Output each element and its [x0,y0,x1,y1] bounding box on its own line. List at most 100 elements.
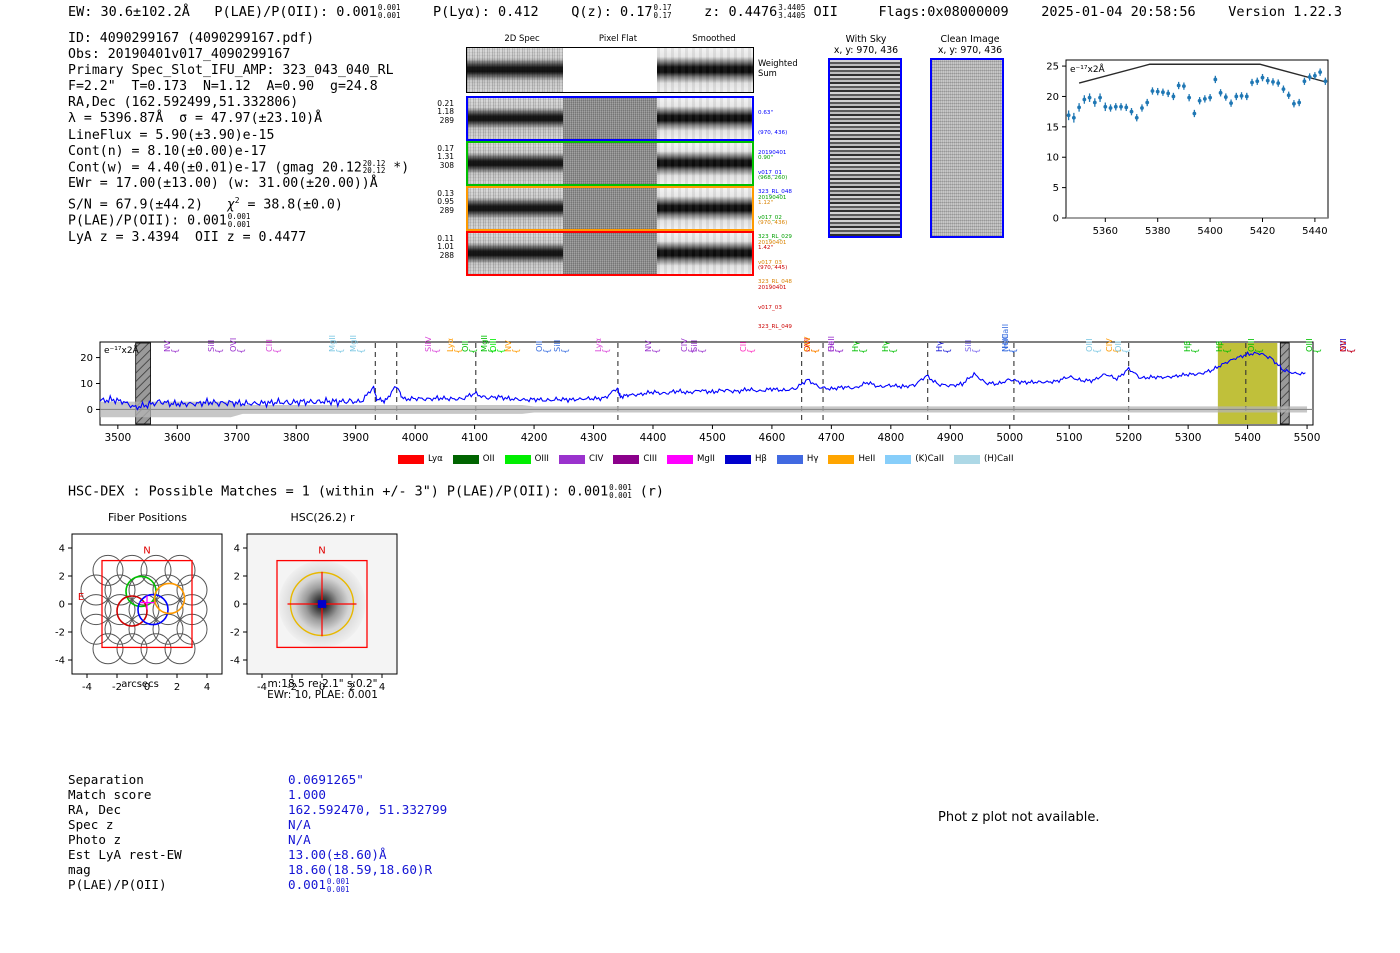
plae-label: P(LAE)/P(OII): [214,4,329,20]
row-key-mag: mag [68,862,91,877]
qz-label: Q(z): [571,4,612,20]
fiber-x-axis-label: arcsecs [121,679,159,690]
legend-color-swatch [667,454,693,464]
svg-text:-4: -4 [257,682,267,693]
emission-line-bracket-icon: { [811,348,821,354]
svg-text:-4: -4 [55,656,65,667]
legend-color-swatch [452,454,479,464]
svg-text:4: 4 [204,682,210,693]
report-timestamp: 2025-01-04 20:58:56 [1041,4,1196,20]
hsc-image-caption: m:18.5 re:2.1" s:0.2" EWr: 10, PLAE: 0.0… [267,678,378,702]
legend-label: CIV [588,454,604,464]
hsc-filter-note: (r) [639,484,664,500]
cutout-title-clean-image: Clean Image x, y: 970, 436 [937,34,1003,57]
spec2d-cell-pixelflat [562,143,658,184]
legend-label: HeII [858,454,876,464]
spec2d-cell-2dspec [467,48,563,92]
emission-line-bracket-icon: { [652,348,662,354]
spec2d-fiber-strip [466,231,754,276]
table-plae-range: 0.001 0.001 [326,876,350,894]
source-info-block: ID: 4090299167 (4090299167.pdf) Obs: 201… [68,31,409,246]
spec2d-col-header-pixelflat: Pixel Flat [598,34,638,44]
row-val-match-score: 1.000 [288,787,326,802]
legend-item: CIV [558,454,604,464]
hsc-dex-summary: HSC-DEX : Possible Matches = 1 (within +… [68,484,664,500]
info-line-ewr: EWr = 17.00(±13.00) (w: 31.00(±20.00))Å [68,176,378,192]
legend-item: (H)CaII [953,454,1014,464]
fiber-positions-plot: N E -4 -4 -2 -2 0 0 2 2 4 4 [40,526,240,701]
info-line-contn: Cont(n) = 8.10(±0.00)e-17 [68,143,267,159]
svg-text:5: 5 [1053,183,1059,194]
row-val-mag: 18.60(18.59,18.60)R [288,862,433,877]
fiber-row-meta: 1.12" (970, 436) 20190401 v017_03 323_RL… [758,200,792,286]
fiber-positions-svg: N E -4 -4 -2 -2 0 0 2 2 4 4 [55,533,223,693]
spec2d-cell-pixelflat [562,98,658,139]
plya-label: P(Lyα): [433,4,490,20]
emission-line-bracket-icon: { [972,348,982,354]
header-summary-line: EW: 30.6±102.2Å P(LAE)/P(OII): 0.001 0.00… [68,4,1009,20]
legend-label: CIII [643,454,657,464]
legend-item: OIII [504,454,549,464]
legend-color-swatch [558,454,585,464]
svg-text:E: E [78,592,84,603]
legend-color-swatch [398,454,424,464]
row-key-photo-z: Photo z [68,832,122,847]
svg-text:2: 2 [234,572,240,583]
legend-item: (K)CaII [885,454,944,464]
svg-text:4400: 4400 [640,432,667,444]
emission-line-bracket-icon: { [1223,348,1233,354]
emission-line-bracket-icon: { [1347,348,1357,354]
svg-text:4300: 4300 [580,432,607,444]
spec2d-col-header-smoothed: Smoothed [692,34,736,44]
svg-text:3900: 3900 [342,432,369,444]
svg-text:-4: -4 [230,656,240,667]
legend-item: CIII [613,454,657,464]
svg-text:e⁻¹⁷x2Å: e⁻¹⁷x2Å [1070,63,1106,75]
svg-text:4100: 4100 [461,432,488,444]
row-key-spec-z: Spec z [68,817,114,832]
svg-text:4500: 4500 [699,432,726,444]
row-val-radec: 162.592470, 51.332799 [288,802,448,817]
legend-item: Hβ [724,454,767,464]
svg-text:2: 2 [174,682,180,693]
hsc-plae-range: 0.001 0.001 [609,483,632,500]
fiber-row-metrics: 0.11 1.01 288 [437,234,454,260]
svg-text:5440: 5440 [1302,226,1327,237]
row-val-photo-z: N/A [288,832,311,847]
ew-label: EW: [68,4,93,20]
emission-line-bracket-icon: { [1009,348,1019,354]
spec2d-cell-2dspec [468,233,563,274]
legend-item: Lyα [398,454,443,464]
svg-text:0: 0 [234,600,240,611]
svg-text:-2: -2 [55,628,65,639]
svg-text:2: 2 [59,572,65,583]
svg-text:-4: -4 [82,682,92,693]
legend-item: MgII [667,454,715,464]
hsc-image-title: HSC(26.2) r [290,511,355,524]
spec2d-fiber-strip [466,141,754,186]
legend-color-swatch [504,454,531,464]
emission-line-bracket-icon: { [602,348,612,354]
z-range: 3.4405 3.4405 [778,3,806,20]
fiber-row-metrics: 0.13 0.95 289 [437,189,454,215]
emission-line-bracket-icon: { [1122,348,1132,354]
row-key-separation: Separation [68,772,144,787]
svg-text:-2: -2 [287,682,297,693]
svg-text:4900: 4900 [937,432,964,444]
svg-text:N: N [318,546,325,557]
svg-text:0: 0 [59,600,65,611]
svg-text:4800: 4800 [877,432,904,444]
fiber-row-meta: 0.63" (970, 436) 20190401 v017_01 323_RL… [758,110,792,196]
emission-line-label-layer: NV{SiII{OVI{CIII{MgII{MgII{SiIV{Lyα{OII{… [60,270,1357,360]
legend-label: (H)CaII [983,454,1014,464]
report-version: Version 1.22.3 [1228,4,1342,20]
fiber-row-meta: 0.90" (968, 260) 20190401 v017_02 323_RL… [758,155,792,241]
svg-text:3500: 3500 [104,432,131,444]
legend-label: Hγ [806,454,819,464]
legend-label: OIII [534,454,549,464]
svg-text:20: 20 [80,353,93,364]
info-line-contw: Cont(w) = 4.40(±0.01)e-17 (gmag 20.12 20.… [68,158,410,176]
emission-line-bracket-icon: { [469,348,479,354]
emission-line-bracket-icon: { [1093,348,1103,354]
ew-value: 30.6±102.2Å [100,4,190,20]
